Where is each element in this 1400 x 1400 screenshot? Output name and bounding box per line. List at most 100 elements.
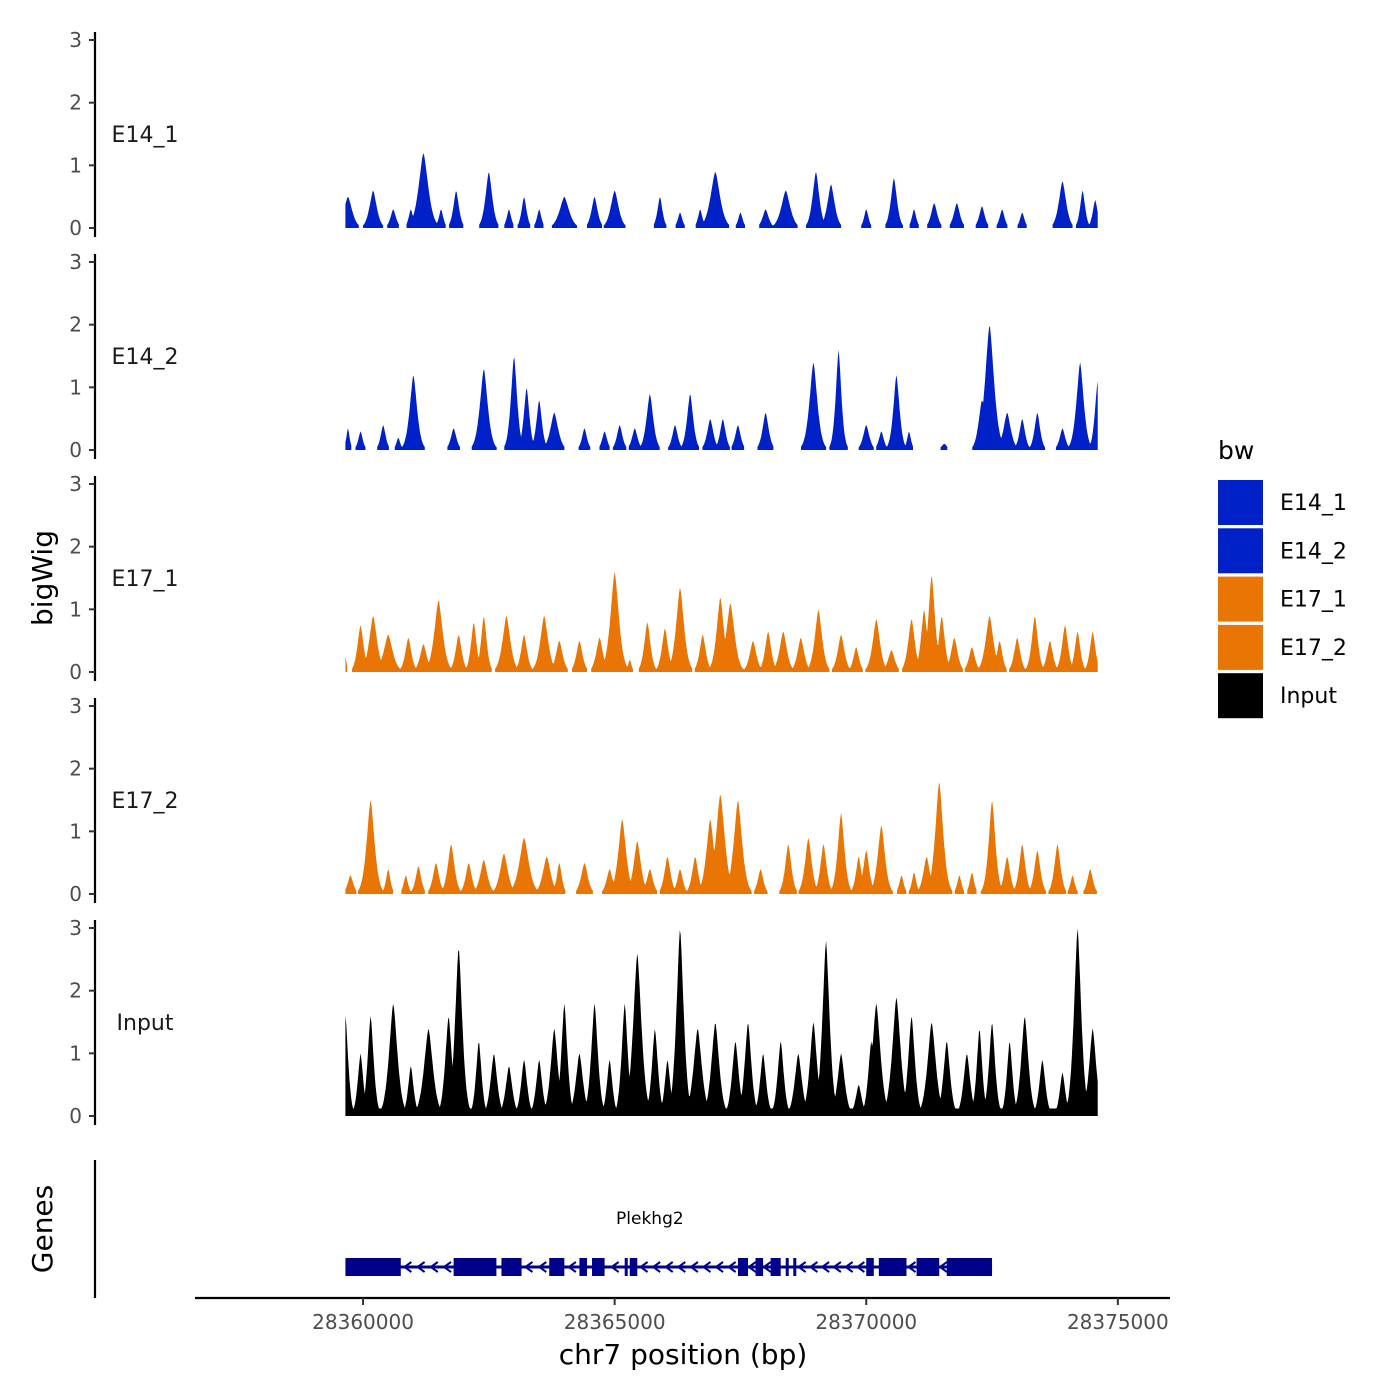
- y-tick-label: 2: [69, 979, 82, 1003]
- strand-arrow: [843, 1261, 854, 1273]
- signal-area-E14_2: [504, 357, 565, 450]
- signal-area-Input: [345, 928, 1098, 1116]
- signal-area-E17_1: [1009, 616, 1098, 672]
- signal-area-E17_1: [902, 576, 964, 672]
- signal-area-E14_1: [504, 209, 514, 228]
- signal-area-E14_2: [355, 431, 366, 450]
- legend-label: Input: [1280, 684, 1337, 709]
- y-tick-label: 0: [69, 660, 82, 684]
- strand-arrow: [855, 1261, 865, 1273]
- legend-label: E17_1: [1280, 588, 1347, 613]
- strand-arrow: [651, 1261, 661, 1273]
- track-E14_2: 0 1 2 3 E14_2: [69, 250, 1098, 462]
- signal-area-E14_1: [695, 172, 730, 228]
- signal-area-E14_1: [885, 178, 903, 228]
- gene-exon: [501, 1258, 522, 1276]
- y-tick-label: 3: [69, 250, 82, 274]
- y-tick-label: 3: [69, 472, 82, 496]
- signal-area-E14_1: [949, 203, 964, 228]
- gene-name-label: Plekhg2: [616, 1209, 684, 1229]
- signal-area-E17_2: [576, 862, 593, 894]
- legend-swatch: [1218, 576, 1263, 622]
- strand-arrow: [726, 1261, 737, 1273]
- signal-area-E14_1: [1076, 190, 1098, 228]
- signal-tracks: 0 1 2 3 E14_1 0 1 2 3 E14_2 0 1 2 3 E17_1 0 1 2 3 E17_2 0 1 2 3…: [69, 28, 1098, 1128]
- y-tick-label: 3: [69, 694, 82, 718]
- signal-area-E14_1: [406, 153, 446, 228]
- signal-area-E14_1: [449, 191, 464, 228]
- gene-exon: [549, 1258, 565, 1276]
- signal-area-E14_2: [345, 428, 352, 450]
- strand-arrow: [808, 1261, 818, 1273]
- strand-arrow: [820, 1261, 830, 1273]
- y-tick-label: 2: [69, 535, 82, 559]
- signal-area-E14_2: [858, 425, 874, 450]
- gene-exon: [755, 1258, 764, 1276]
- x-axis: 28360000 28365000 28370000 28375000: [195, 1296, 1170, 1334]
- y-tick-label: 1: [69, 819, 82, 843]
- signal-area-E14_1: [735, 212, 745, 228]
- track-Input: 0 1 2 3 Input: [69, 916, 1098, 1128]
- strand-arrow: [832, 1261, 842, 1273]
- gene-exon: [770, 1258, 781, 1276]
- signal-area-E17_2: [1048, 844, 1066, 894]
- strand-arrow: [664, 1261, 674, 1273]
- legend-swatch: [1218, 624, 1263, 670]
- signal-area-E14_1: [861, 209, 872, 228]
- legend-swatch: [1218, 673, 1263, 719]
- signal-area-E17_1: [591, 571, 633, 672]
- y-tick-label: 0: [69, 216, 82, 240]
- y-tick-label: 1: [69, 153, 82, 177]
- signal-area-E17_1: [964, 616, 1007, 672]
- signal-area-E17_1: [638, 588, 693, 672]
- signal-area-E17_2: [908, 782, 953, 894]
- signal-area-E14_2: [628, 394, 660, 450]
- y-tick-label: 1: [69, 1041, 82, 1065]
- gene-exon: [737, 1258, 748, 1276]
- y-axis-title: bigWig: [26, 530, 59, 626]
- signal-area-E17_1: [831, 634, 863, 672]
- signal-area-E14_2: [394, 375, 425, 450]
- legend-label: E14_1: [1280, 491, 1347, 516]
- signal-area-E14_1: [996, 209, 1008, 228]
- gene-exon: [592, 1258, 598, 1276]
- track-label: Input: [117, 1011, 174, 1036]
- gene-exon: [453, 1258, 497, 1276]
- gene-exon: [878, 1258, 907, 1276]
- signal-area-E17_2: [754, 869, 768, 894]
- signal-area-E17_2: [659, 795, 752, 894]
- x-tick-label: 28365000: [564, 1310, 666, 1334]
- signal-area-E17_1: [345, 656, 348, 672]
- strand-arrow: [442, 1261, 452, 1273]
- y-tick-label: 3: [69, 28, 82, 52]
- strand-arrow: [796, 1261, 807, 1273]
- strand-arrow: [762, 1261, 772, 1273]
- strand-arrow: [402, 1261, 412, 1273]
- strand-arrow: [567, 1261, 577, 1273]
- legend-swatch: [1218, 480, 1263, 525]
- y-tick-label: 1: [69, 597, 82, 621]
- legend-title: bw: [1218, 436, 1254, 465]
- gene-exon: [916, 1258, 940, 1276]
- y-tick-label: 3: [69, 916, 82, 940]
- signal-area-E17_2: [602, 818, 658, 894]
- legend-label: E17_2: [1280, 636, 1347, 661]
- signal-area-E17_1: [865, 618, 899, 672]
- signal-area-E14_2: [731, 425, 745, 450]
- signal-area-E17_2: [428, 838, 566, 894]
- signal-area-E14_1: [1017, 212, 1027, 228]
- gene-exon: [785, 1258, 789, 1276]
- signal-area-E14_1: [387, 209, 399, 228]
- signal-area-E17_2: [358, 800, 394, 894]
- strand-arrow: [938, 1261, 948, 1273]
- signal-area-E17_2: [798, 812, 893, 894]
- legend-label: E14_2: [1280, 539, 1347, 564]
- strand-arrow: [638, 1261, 649, 1273]
- gene-exon: [866, 1258, 874, 1276]
- signal-area-E14_1: [1052, 181, 1073, 228]
- legend: bw E14_1 E14_2 E17_1 E17_2 Input: [1218, 436, 1347, 719]
- strand-arrow: [689, 1261, 699, 1273]
- y-tick-label: 0: [69, 1104, 82, 1128]
- signal-area-E17_2: [401, 866, 425, 894]
